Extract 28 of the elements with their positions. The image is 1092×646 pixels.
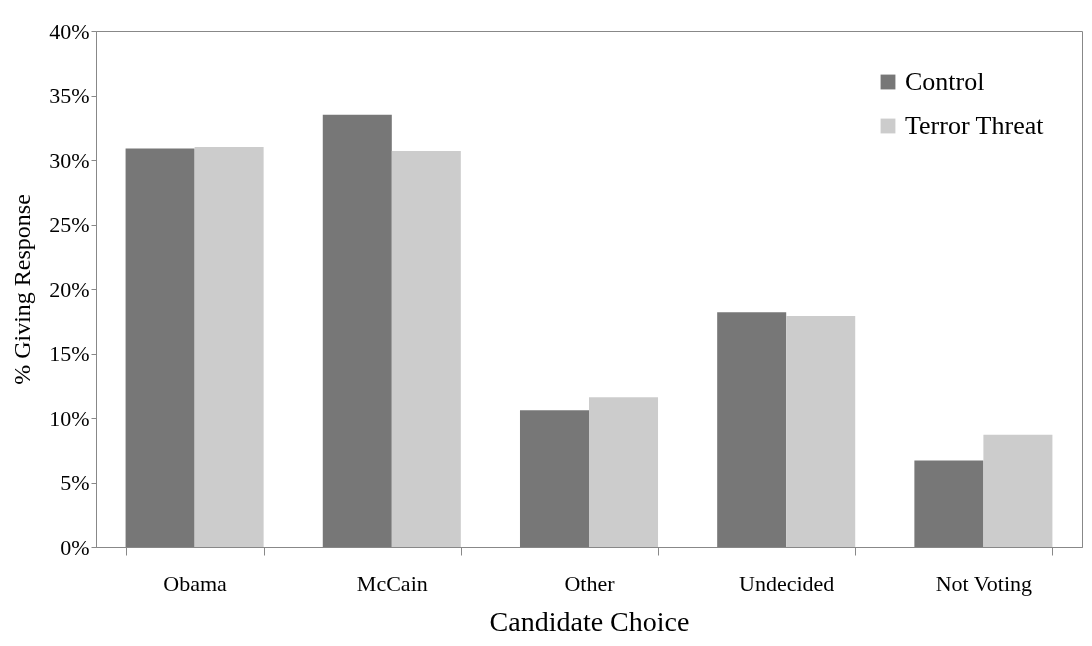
x-tick-label: Undecided [739,570,835,596]
legend-label: Terror Threat [905,111,1045,140]
x-tick-label: Not Voting [935,570,1033,596]
bar [519,410,589,547]
bar [125,148,195,547]
y-tick-label: 40% [49,18,90,44]
y-tick-label: 35% [49,83,90,108]
y-tick-label: 25% [49,212,90,237]
y-tick-label: 0% [60,534,90,560]
bar [322,114,392,547]
bar [589,397,659,547]
y-tick-label: 5% [60,470,90,495]
x-tick-label: McCain [356,570,428,596]
bar [786,316,856,547]
x-tick-label: Other [564,570,616,596]
bar [914,460,984,547]
legend-label: Control [905,67,985,96]
y-tick-label: 15% [49,341,90,366]
y-axis-title: % Giving Response [9,194,36,385]
x-axis-title: Candidate Choice [489,605,690,637]
x-tick-label: Obama [163,570,228,596]
y-tick-label: 10% [49,405,90,431]
y-tick-label: 30% [49,147,90,173]
bar [194,147,264,547]
bar [717,312,787,547]
y-tick-label: 20% [49,276,90,302]
bar [983,434,1053,547]
bar [391,150,461,547]
